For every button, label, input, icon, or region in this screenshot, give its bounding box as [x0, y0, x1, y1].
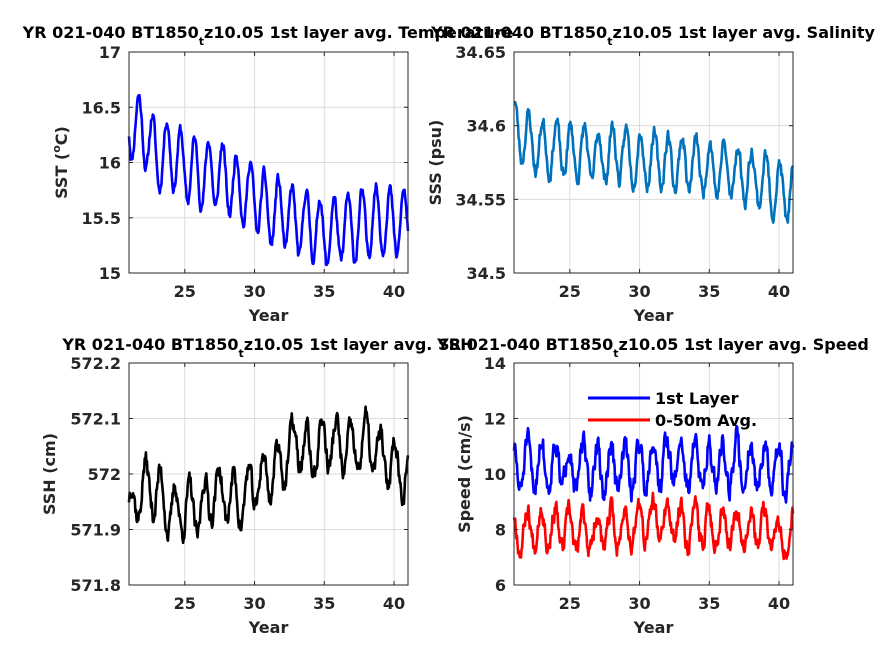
y-axis-label: SSS (psu) — [426, 120, 445, 206]
chart-title: YR 021-040 BT1850tz10.05 1st layer avg. … — [22, 23, 514, 48]
x-axis-label: Year — [633, 306, 674, 325]
panel-1: 25 30 35 40 15 15.5 16 16.5 17 Year SST (oC) — [50, 43, 410, 325]
x-tick-label: 40 — [768, 282, 790, 301]
y-tick-label: 34.6 — [467, 117, 506, 136]
chart-title: YR 021-040 BT1850tz10.05 1st layer avg. … — [436, 335, 869, 360]
x-tick-label: 30 — [628, 282, 650, 301]
x-tick-label: 40 — [768, 594, 790, 613]
y-tick-label: 15.5 — [82, 209, 121, 228]
x-axis-label: Year — [248, 618, 289, 637]
y-tick-label: 34.55 — [455, 190, 506, 209]
x-tick-label: 30 — [628, 594, 650, 613]
x-tick-label: 35 — [313, 594, 335, 613]
x-tick-label: 40 — [383, 282, 405, 301]
y-tick-label: 572.2 — [70, 354, 121, 373]
series-line-1 — [127, 405, 410, 545]
chart-title: YR 021-040 BT1850tz10.05 1st layer avg. … — [61, 335, 473, 360]
legend-label: 1st Layer — [655, 389, 739, 408]
legend-label: 0-50m Avg. — [655, 411, 757, 430]
y-tick-label: 12 — [484, 410, 506, 429]
y-tick-label: 8 — [495, 521, 506, 540]
x-tick-label: 35 — [698, 594, 720, 613]
y-tick-label: 6 — [495, 576, 506, 595]
panel-3: 25 30 35 40 571.8 571.9 572 572.1 572.2 Year SSH (… — [40, 354, 410, 637]
x-axis-label: Year — [248, 306, 289, 325]
x-tick-label: 30 — [243, 594, 265, 613]
y-tick-label: 14 — [484, 354, 506, 373]
y-tick-label: 572 — [88, 465, 121, 484]
x-tick-label: 25 — [174, 282, 196, 301]
series-line-1 — [127, 94, 410, 267]
y-tick-label: 16 — [99, 154, 121, 173]
y-tick-label: 34.65 — [455, 43, 506, 62]
y-axis-label: SSH (cm) — [40, 433, 59, 515]
y-tick-label: 572.1 — [70, 410, 121, 429]
axes-box — [513, 51, 794, 274]
y-tick-label: 34.5 — [467, 264, 506, 283]
chart-title: YR 021-040 BT1850tz10.05 1st layer avg. … — [430, 23, 875, 48]
series-line-1 — [512, 425, 795, 504]
panel-2: 25 30 35 40 34.5 34.55 34.6 34.65 Year SSS (psu) — [426, 43, 795, 325]
x-tick-label: 30 — [243, 282, 265, 301]
series-line-2 — [512, 491, 795, 561]
legend: 1st Layer 0-50m Avg. — [588, 389, 757, 430]
x-axis-label: Year — [633, 618, 674, 637]
x-tick-label: 40 — [383, 594, 405, 613]
x-tick-label: 35 — [313, 282, 335, 301]
x-tick-label: 25 — [559, 282, 581, 301]
y-tick-label: 15 — [99, 264, 121, 283]
y-tick-label: 571.8 — [70, 576, 121, 595]
y-tick-label: 16.5 — [82, 98, 121, 117]
y-axis-label: SST (oC) — [50, 126, 71, 199]
y-tick-label: 10 — [484, 465, 506, 484]
x-tick-label: 35 — [698, 282, 720, 301]
y-tick-label: 571.9 — [70, 521, 121, 540]
y-tick-label: 17 — [99, 43, 121, 62]
x-tick-label: 25 — [174, 594, 196, 613]
series-line-1 — [513, 100, 795, 224]
x-tick-label: 25 — [559, 594, 581, 613]
panel-4: 25 30 35 40 6 8 10 12 14 Year Speed (cm/s) — [455, 354, 795, 637]
y-axis-label: Speed (cm/s) — [455, 415, 474, 533]
